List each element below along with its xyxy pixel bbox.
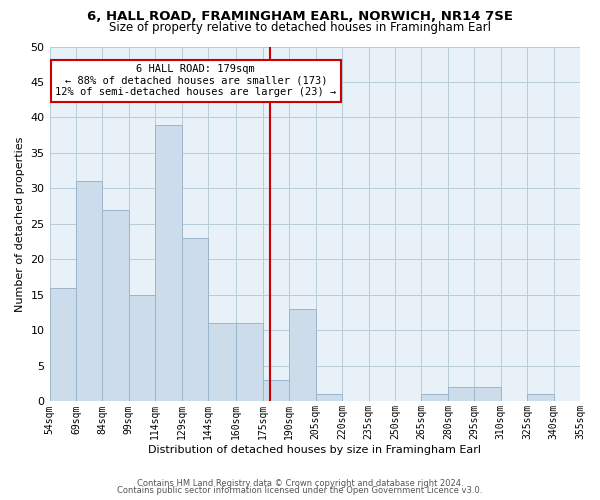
Bar xyxy=(263,380,289,402)
Bar xyxy=(236,324,263,402)
Y-axis label: Number of detached properties: Number of detached properties xyxy=(15,136,25,312)
Bar xyxy=(316,394,342,402)
Bar xyxy=(182,238,208,402)
Bar xyxy=(474,387,500,402)
Bar xyxy=(103,210,129,402)
Bar xyxy=(527,394,554,402)
Bar xyxy=(129,295,155,402)
Bar xyxy=(289,309,316,402)
X-axis label: Distribution of detached houses by size in Framingham Earl: Distribution of detached houses by size … xyxy=(148,445,481,455)
Text: Contains HM Land Registry data © Crown copyright and database right 2024.: Contains HM Land Registry data © Crown c… xyxy=(137,478,463,488)
Text: 6 HALL ROAD: 179sqm
← 88% of detached houses are smaller (173)
12% of semi-detac: 6 HALL ROAD: 179sqm ← 88% of detached ho… xyxy=(55,64,337,98)
Text: Size of property relative to detached houses in Framingham Earl: Size of property relative to detached ho… xyxy=(109,21,491,34)
Bar xyxy=(155,124,182,402)
Bar xyxy=(208,324,236,402)
Bar xyxy=(421,394,448,402)
Bar xyxy=(448,387,474,402)
Bar xyxy=(76,182,103,402)
Bar xyxy=(50,288,76,402)
Text: 6, HALL ROAD, FRAMINGHAM EARL, NORWICH, NR14 7SE: 6, HALL ROAD, FRAMINGHAM EARL, NORWICH, … xyxy=(87,10,513,23)
Text: Contains public sector information licensed under the Open Government Licence v3: Contains public sector information licen… xyxy=(118,486,482,495)
